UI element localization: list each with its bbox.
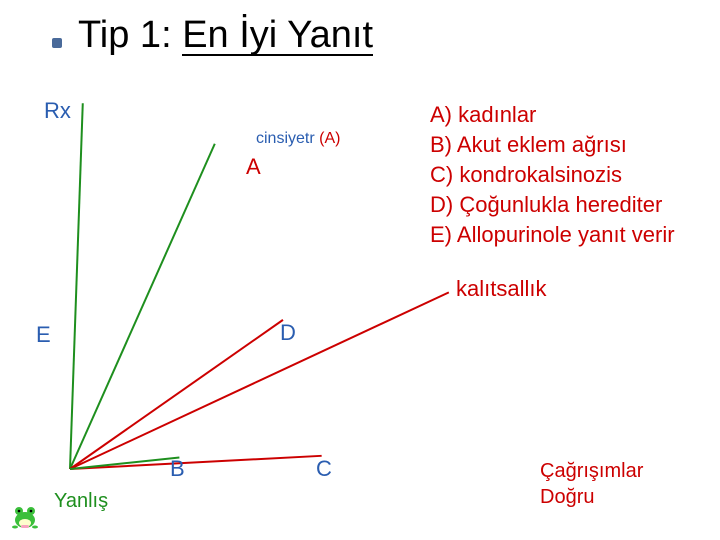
title-underlined: En İyi Yanıt [182, 16, 373, 56]
diagram-line-label: Rx [44, 98, 71, 124]
label-correct: Doğru [540, 486, 594, 509]
frog-icon [10, 502, 40, 530]
title-prefix: Tip 1: [78, 14, 182, 56]
diagram-line-label: kalıtsallık [456, 276, 546, 302]
answer-options: A) kadınlarB) Akut eklem ağrısıC) kondro… [430, 100, 675, 250]
title-bullet [52, 38, 62, 48]
axis-top-label-text: cinsiyetr [256, 130, 315, 147]
diagram-line-label: B [170, 456, 185, 482]
answer-option: E) Allopurinole yanıt verir [430, 220, 675, 250]
label-associations: Çağrışımlar [540, 460, 643, 483]
axis-top-label: cinsiyetr (A) [256, 130, 340, 148]
answer-option: D) Çoğunlukla herediter [430, 190, 675, 220]
diagram-line-label: D [280, 320, 296, 346]
diagram-line-label: C [316, 456, 332, 482]
diagram-line [69, 143, 216, 469]
diagram-line [69, 103, 84, 469]
axis-top-label-suffix: (A) [319, 130, 340, 147]
answer-option: B) Akut eklem ağrısı [430, 130, 675, 160]
label-wrong: Yanlış [54, 490, 108, 513]
diagram-line [70, 291, 450, 469]
diagram-line-label: E [36, 322, 51, 348]
answer-option: A) kadınlar [430, 100, 675, 130]
answer-option: C) kondrokalsinozis [430, 160, 675, 190]
slide-title: Tip 1: En İyi Yanıt [78, 14, 373, 57]
diagram-line [70, 455, 322, 470]
point-label-a: A [246, 154, 261, 180]
